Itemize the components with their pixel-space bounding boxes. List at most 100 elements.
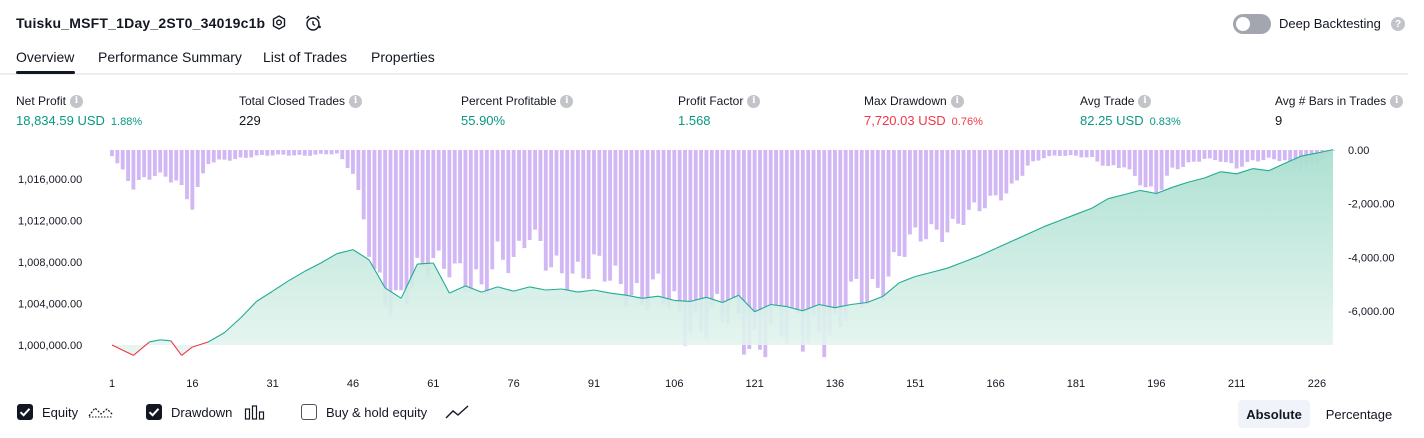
drawdown-bar — [276, 150, 280, 155]
drawdown-bar — [709, 150, 714, 307]
drawdown-bar — [677, 150, 682, 312]
alarm-clock-icon[interactable] — [303, 13, 323, 33]
equity-line-segment — [513, 286, 530, 292]
drawdown-bar — [549, 150, 554, 268]
equity-line-segment — [1236, 168, 1253, 175]
equity-line-segment — [1075, 207, 1093, 215]
drawdown-bar — [1229, 150, 1234, 164]
drawdown-bar — [142, 150, 147, 178]
info-icon[interactable]: i — [349, 94, 363, 108]
absolute-button[interactable]: Absolute — [1238, 400, 1310, 428]
equity-drawdown-chart[interactable]: 1,016,000.00 1,012,000.00 1,008,000.00 1,00… — [0, 140, 1424, 395]
buy-hold-label[interactable]: Buy & hold equity — [326, 405, 428, 420]
drawdown-bar — [1084, 150, 1089, 158]
drawdown-bar — [934, 150, 939, 230]
equity-line-segment — [1172, 181, 1189, 188]
drawdown-label[interactable]: Drawdown — [171, 405, 233, 420]
drawdown-bar — [329, 150, 334, 155]
drawdown-bar — [302, 150, 307, 156]
info-icon[interactable]: i — [70, 94, 84, 108]
drawdown-bar — [982, 150, 987, 209]
drawdown-bar — [1100, 150, 1105, 166]
tab-properties[interactable]: Properties — [371, 49, 435, 65]
drawdown-bar — [227, 150, 232, 161]
drawdown-bar — [452, 150, 457, 264]
tab-overview[interactable]: Overview — [16, 49, 75, 65]
drawdown-bar — [870, 150, 875, 280]
equity-label[interactable]: Equity — [42, 405, 79, 420]
avg-bars-value: 9 — [1275, 113, 1283, 128]
drawdown-bar — [356, 150, 361, 191]
drawdown-bar — [527, 150, 532, 241]
total-closed-trades-label: Total Closed Trades i — [239, 94, 363, 108]
drawdown-bar — [859, 150, 864, 308]
equity-line-segment — [995, 240, 1012, 250]
equity-line-segment — [1300, 152, 1318, 157]
drawdown-bar — [351, 150, 355, 174]
right-axis-tick: -4,000.00 — [1348, 252, 1394, 264]
drawdown-bar — [1261, 150, 1266, 161]
drawdown-bar — [988, 150, 993, 196]
drawdown-bar — [1004, 150, 1009, 194]
drawdown-bar — [1143, 150, 1148, 188]
equity-line-segment — [1204, 171, 1221, 179]
drawdown-bar — [254, 150, 259, 156]
equity-line-segment — [979, 247, 996, 257]
drawdown-bar — [131, 150, 136, 190]
equity-line-segment — [658, 295, 675, 301]
x-axis-tick: 136 — [826, 378, 844, 390]
drawdown-bar — [811, 150, 816, 317]
equity-line-segment — [352, 249, 370, 261]
equity-line-segment — [208, 332, 225, 343]
drawdown-bar — [731, 150, 736, 298]
drawdown-bar — [511, 150, 516, 257]
info-icon[interactable]: i — [747, 94, 761, 108]
drawdown-bar — [479, 150, 484, 285]
equity-line-segment — [368, 259, 386, 289]
drawdown-bar — [115, 150, 120, 164]
settings-icon[interactable] — [269, 13, 289, 33]
x-axis-tick: 91 — [588, 378, 600, 390]
drawdown-bar — [763, 150, 768, 358]
equity-line-segment — [133, 341, 150, 356]
info-icon[interactable]: i — [950, 94, 964, 108]
equity-line-segment — [1043, 219, 1061, 228]
drawdown-bar — [120, 150, 125, 170]
profit-factor-label: Profit Factor i — [678, 94, 761, 108]
drawdown-bar — [1154, 150, 1159, 196]
drawdown-bar — [1095, 150, 1100, 162]
x-axis-tick: 226 — [1308, 378, 1326, 390]
info-icon[interactable]: i — [1138, 94, 1152, 108]
info-icon[interactable]: i — [1390, 94, 1404, 108]
net-profit-label: Net Profit i — [16, 94, 84, 108]
help-icon[interactable]: ? — [1391, 17, 1405, 31]
drawdown-bar — [565, 150, 570, 291]
drawdown-bar — [575, 150, 580, 262]
buy-hold-checkbox[interactable] — [301, 404, 317, 420]
drawdown-bar — [522, 150, 527, 249]
equity-line-segment — [304, 262, 322, 272]
equity-line-segment — [192, 341, 209, 348]
total-closed-trades-value: 229 — [239, 113, 261, 128]
drawdown-bar — [688, 150, 693, 333]
drawdown-bar — [741, 150, 746, 355]
trend-line-icon — [445, 404, 469, 425]
deep-backtesting-toggle[interactable] — [1233, 14, 1271, 34]
drawdown-bar — [1138, 150, 1143, 186]
drawdown-bar — [774, 150, 778, 308]
drawdown-bar — [179, 150, 184, 186]
equity-line-segment — [642, 295, 659, 299]
drawdown-bar — [543, 150, 548, 271]
drawdown-bar — [1063, 150, 1068, 156]
equity-line-segment — [160, 339, 171, 342]
drawdown-checkbox[interactable] — [146, 404, 162, 420]
drawdown-bar — [827, 150, 832, 335]
tab-list-of-trades[interactable]: List of Trades — [263, 49, 348, 65]
info-icon[interactable]: i — [560, 94, 574, 108]
drawdown-bar — [800, 150, 805, 352]
tab-performance-summary[interactable]: Performance Summary — [98, 49, 242, 65]
equity-checkbox[interactable] — [17, 404, 33, 420]
percentage-button[interactable]: Percentage — [1325, 406, 1393, 422]
drawdown-bar — [602, 150, 607, 282]
profit-factor-value: 1.568 — [678, 113, 711, 128]
